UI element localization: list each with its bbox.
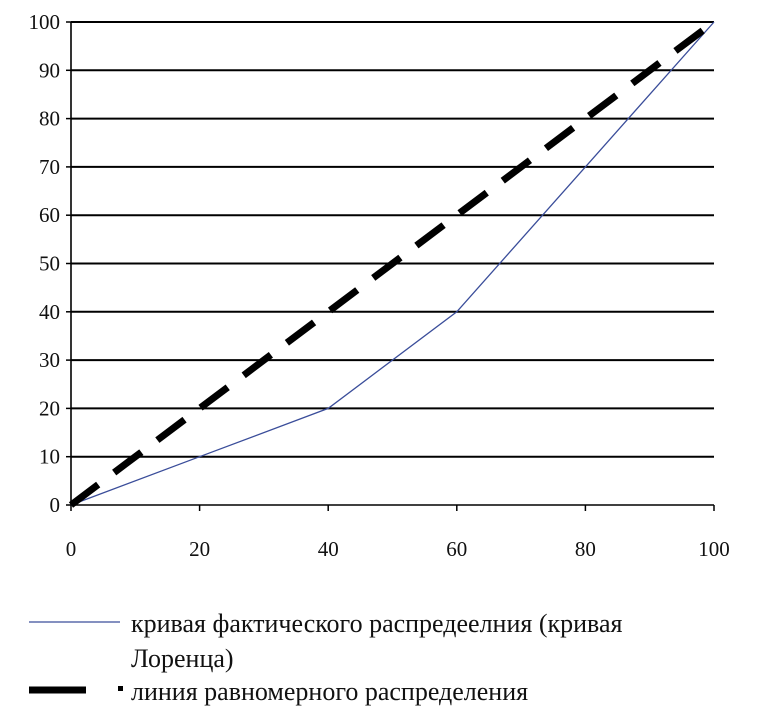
y-tick-label-40: 40	[39, 300, 60, 324]
y-tick-label-70: 70	[39, 155, 60, 179]
y-tick-label-100: 100	[29, 10, 61, 34]
lorenz-curve-line	[70, 21, 715, 506]
y-tick-label-90: 90	[39, 58, 60, 82]
x-tick-label-0: 0	[66, 537, 77, 561]
legend-label-lorenz-line2: Лоренца)	[131, 644, 234, 673]
legend-label-uniform: линия равномерного распределения	[131, 677, 528, 706]
x-tick-label-60: 60	[446, 537, 467, 561]
y-tick-label-50: 50	[39, 252, 60, 276]
series-lines	[68, 19, 717, 508]
legend-swatch-uniform-dot	[118, 686, 123, 691]
uniform-distribution-line	[68, 19, 717, 508]
y-tick-label-30: 30	[39, 348, 60, 372]
axes	[66, 21, 715, 511]
y-tick-label-10: 10	[39, 445, 60, 469]
x-tick-label-20: 20	[189, 537, 210, 561]
x-tick-labels: 0 20 40 60 80 100	[66, 537, 730, 561]
y-tick-label-60: 60	[39, 203, 60, 227]
y-tick-label-0: 0	[50, 493, 61, 517]
y-tick-labels: 0 10 20 30 40 50 60 70 80 90 100	[29, 10, 61, 517]
y-tick-label-20: 20	[39, 396, 60, 420]
legend: кривая фактического распредеелния (крива…	[29, 609, 623, 706]
grid-lines	[71, 21, 714, 458]
y-tick-label-80: 80	[39, 107, 60, 131]
x-tick-label-100: 100	[698, 537, 730, 561]
x-tick-label-40: 40	[318, 537, 339, 561]
legend-label-lorenz-line1: кривая фактического распредеелния (крива…	[131, 609, 623, 638]
x-tick-label-80: 80	[575, 537, 596, 561]
